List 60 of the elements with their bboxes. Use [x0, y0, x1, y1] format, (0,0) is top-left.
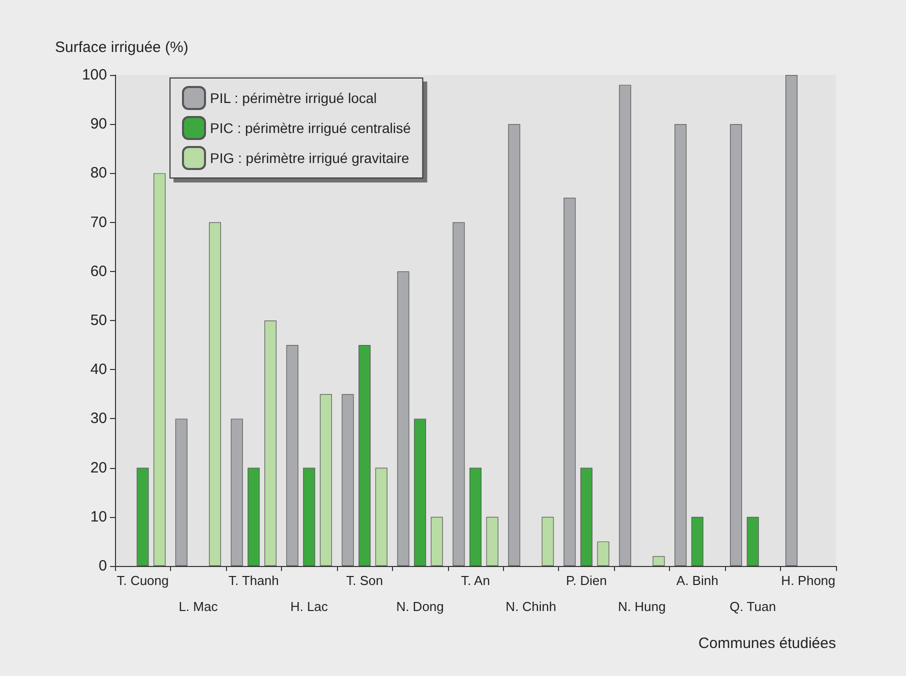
- bar: [508, 124, 520, 566]
- y-tick-label: 70: [90, 214, 107, 231]
- legend-label: PIC : périmètre irrigué centralisé: [210, 120, 411, 136]
- y-tick-label: 50: [90, 312, 107, 329]
- bar: [597, 541, 610, 566]
- legend-label: PIG : périmètre irrigué gravitaire: [210, 150, 410, 166]
- x-tick-label: P. Dien: [566, 573, 607, 588]
- bar: [564, 198, 576, 566]
- x-tick-label: L. Mac: [178, 599, 218, 614]
- y-tick-label: 100: [82, 66, 107, 84]
- y-tick-label: 0: [98, 558, 107, 574]
- bar: [746, 516, 759, 566]
- bar: [230, 418, 243, 566]
- y-tick-label: 90: [90, 116, 107, 133]
- x-tick-label: T. Thanh: [228, 573, 279, 588]
- bar: [652, 556, 665, 566]
- bar: [136, 468, 149, 566]
- bar: [303, 468, 316, 566]
- y-tick-label: 80: [90, 164, 107, 182]
- bar: [264, 320, 276, 566]
- bar: [619, 84, 632, 566]
- bar: [730, 124, 742, 566]
- bar: [542, 516, 554, 566]
- bar: [580, 468, 592, 566]
- x-tick-label: T. Son: [346, 573, 384, 588]
- x-tick-label: H. Lac: [290, 599, 328, 614]
- bar: [397, 271, 410, 566]
- x-tick-label: N. Chinh: [506, 599, 556, 614]
- bar: [452, 222, 465, 566]
- bar: [248, 468, 260, 566]
- y-axis-title: Surface irriguée (%): [55, 39, 188, 56]
- x-tick-label: T. An: [461, 573, 490, 588]
- x-tick-label: T. Cuong: [116, 573, 169, 588]
- y-tick-label: 10: [90, 508, 107, 526]
- y-tick-label: 30: [90, 410, 107, 428]
- y-tick-label: 20: [90, 459, 107, 476]
- y-tick-label: 60: [90, 262, 107, 280]
- bar: [375, 468, 388, 566]
- bar: [785, 75, 798, 566]
- bar: [358, 345, 371, 566]
- x-tick-label: Q. Tuan: [730, 599, 776, 614]
- y-tick-label: 40: [90, 361, 107, 378]
- bar: [286, 345, 298, 566]
- bar: [674, 124, 687, 566]
- bar: [154, 173, 166, 566]
- bar: [691, 516, 704, 566]
- x-axis-title: Communes étudiées: [698, 635, 836, 652]
- bar: [208, 222, 221, 566]
- bar: [342, 394, 354, 566]
- x-tick-label: N. Hung: [618, 599, 666, 614]
- x-tick-label: H. Phong: [781, 573, 836, 588]
- bar: [320, 394, 332, 566]
- bar: [486, 516, 498, 566]
- bar: [175, 418, 188, 566]
- x-tick-label: N. Dong: [396, 599, 444, 614]
- bar: [470, 468, 482, 566]
- legend-label: PIL : périmètre irrigué local: [210, 90, 377, 106]
- bar: [414, 418, 426, 566]
- bar: [430, 516, 443, 566]
- x-tick-label: A. Binh: [676, 573, 718, 588]
